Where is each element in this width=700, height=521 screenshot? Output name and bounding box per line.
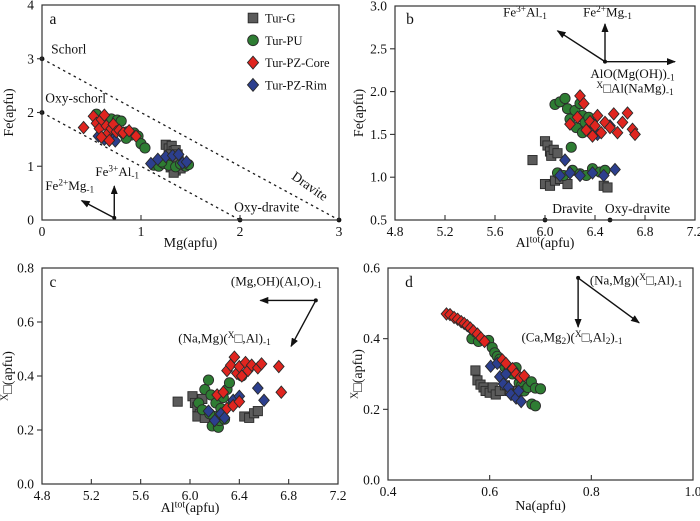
panel-a-axes: 0 1 2 3 0 1 2 3 4 <box>27 0 342 239</box>
panel-c-y-axis-label: X□(apfu) <box>0 351 16 401</box>
annotation-label: Fe3+Al-1 <box>503 4 547 22</box>
annotation-label: X□Al(NaMg)-1 <box>596 80 674 98</box>
svg-text:1: 1 <box>138 224 145 239</box>
panel-b-annotations: Fe3+Al-1 Fe2+Mg-1 AlO(Mg(OH))-1X□Al(NaMg)-… <box>503 4 675 216</box>
panel-b-exchange-vector-arrows <box>556 22 676 66</box>
svg-text:5.6: 5.6 <box>487 224 504 239</box>
svg-text:0.6: 0.6 <box>363 261 380 276</box>
svg-text:0.0: 0.0 <box>17 477 34 492</box>
annotation-label: Dravite <box>552 201 592 216</box>
panel-a-points-tur-pz-core <box>77 108 142 148</box>
svg-text:0: 0 <box>27 213 34 228</box>
annotation-label: Oxy-dravite <box>605 201 670 216</box>
svg-text:1: 1 <box>27 159 34 174</box>
legend: Tur-G Tur-PU Tur-PZ-Core Tur-PZ-Rim <box>246 12 330 92</box>
panel-a-annotations: SchorlOxy-schorlDraviteOxy-draviteFe3+Al… <box>45 41 331 214</box>
panel-d-axes: 0.4 0.6 0.8 1.0 0.0 0.2 0.4 0.6 <box>363 261 700 500</box>
svg-text:2: 2 <box>237 224 244 239</box>
svg-text:0.4: 0.4 <box>380 484 397 499</box>
svg-text:2.5: 2.5 <box>370 41 387 56</box>
panel-c-xvacancy-vs-altot-scatter: (Mg,OH)(Al,O)-1 (Na,Mg)(X□,Al)-1 4.8 5.2 5.6… <box>0 261 346 517</box>
annotation-label: Schorl <box>51 41 86 56</box>
svg-text:7.2: 7.2 <box>687 224 700 239</box>
svg-text:4.8: 4.8 <box>34 488 51 503</box>
svg-text:0.6: 0.6 <box>481 484 498 499</box>
panel-c-annotations: (Mg,OH)(Al,O)-1 (Na,Mg)(X□,Al)-1 <box>178 274 322 348</box>
svg-text:2: 2 <box>27 105 34 120</box>
panel-d-points-tur-pz-rim <box>484 356 528 409</box>
panel-d-annotations: (Na,Mg)(X□,Al)-1 (Ca,Mg2)(X□,Al2)-1 <box>521 273 682 347</box>
annotation-label: Fe2+Mg-1 <box>583 4 632 22</box>
svg-text:3: 3 <box>27 51 34 66</box>
annotation-label: (Na,Mg)(X□,Al)-1 <box>590 273 683 291</box>
panel-b-points-tur-pz-core <box>564 89 641 143</box>
svg-text:0.5: 0.5 <box>370 213 387 228</box>
panel-d-y-axis-label: X□(apfu) <box>350 349 366 399</box>
annotation-label: Fe3+Al-1 <box>95 164 139 182</box>
svg-text:6.0: 6.0 <box>182 488 199 503</box>
legend-label-tur-pz-core: Tur-PZ-Core <box>265 56 330 70</box>
panel-d-letter: d <box>405 274 413 291</box>
legend-label-tur-pz-rim: Tur-PZ-Rim <box>265 78 327 92</box>
svg-text:5.2: 5.2 <box>437 224 454 239</box>
panel-b-axes: 4.8 5.2 5.6 6.0 6.4 6.8 7.2 0.5 1.0 1.5 2.0 2.5 3.0 <box>370 0 700 239</box>
svg-text:1.0: 1.0 <box>370 170 387 185</box>
panel-a-x-axis-label: Mg(apfu) <box>164 236 218 251</box>
panel-a-y-axis-label: Fe(apfu) <box>2 88 17 137</box>
annotation-label: (Ca,Mg2)(X□,Al2)-1 <box>521 329 622 347</box>
annotation-label: Oxy-dravite <box>234 199 299 214</box>
panel-c-points-tur-pz-core <box>211 350 288 416</box>
panel-a-reference-lines <box>39 56 342 223</box>
panel-b-letter: b <box>406 11 414 28</box>
annotation-label: (Na,Mg)(X□,Al)-1 <box>178 330 271 348</box>
svg-text:6.4: 6.4 <box>587 224 604 239</box>
panel-d-points-tur-pz-core <box>440 307 531 385</box>
svg-text:0.8: 0.8 <box>583 484 600 499</box>
panel-d-x-axis-label: Na(apfu) <box>515 499 566 514</box>
svg-text:5.2: 5.2 <box>83 488 100 503</box>
svg-text:0.2: 0.2 <box>363 402 380 417</box>
svg-text:1.0: 1.0 <box>685 484 700 499</box>
svg-text:3.0: 3.0 <box>370 0 387 14</box>
panel-c-exchange-vector-arrows <box>259 296 318 348</box>
panel-a-letter: a <box>50 11 57 28</box>
panel-a-fe-vs-mg-scatter: SchorlOxy-schorlDraviteOxy-draviteFe3+Al… <box>2 0 343 251</box>
panel-b-fe-vs-altot-scatter: Fe3+Al-1 Fe2+Mg-1 AlO(Mg(OH))-1X□Al(NaMg)-… <box>352 0 700 252</box>
svg-text:6.8: 6.8 <box>280 488 297 503</box>
svg-text:3: 3 <box>336 224 343 239</box>
svg-text:4.8: 4.8 <box>387 224 404 239</box>
panel-d-xvacancy-vs-na-scatter: (Na,Mg)(X□,Al)-1 (Ca,Mg2)(X□,Al2)-1 0.4 0.6… <box>350 261 700 515</box>
annotation-label: AlO(Mg(OH))-1 <box>590 66 675 84</box>
svg-text:7.2: 7.2 <box>330 488 347 503</box>
svg-text:4: 4 <box>27 0 34 13</box>
svg-text:0.2: 0.2 <box>17 423 34 438</box>
panel-a-exchange-vector-arrows <box>80 185 118 220</box>
svg-text:0.4: 0.4 <box>17 369 34 384</box>
svg-text:6.0: 6.0 <box>537 224 554 239</box>
annotation-label: Fe2+Mg-1 <box>45 178 94 196</box>
panel-c-x-axis-label: Altot(apfu) <box>161 500 220 517</box>
panel-d-plot-border <box>387 267 694 481</box>
svg-text:5.6: 5.6 <box>132 488 149 503</box>
svg-text:0.4: 0.4 <box>363 331 380 346</box>
svg-text:2.0: 2.0 <box>370 84 387 99</box>
svg-text:1.5: 1.5 <box>370 127 387 142</box>
annotation-label: (Mg,OH)(Al,O)-1 <box>231 274 322 292</box>
svg-text:0.8: 0.8 <box>17 261 34 276</box>
svg-text:6.8: 6.8 <box>637 224 654 239</box>
panel-d-exchange-vector-arrows <box>574 275 640 329</box>
svg-text:0.0: 0.0 <box>363 473 380 488</box>
panel-b-x-axis-label: Altot(apfu) <box>516 235 575 252</box>
legend-label-tur-g: Tur-G <box>265 12 296 26</box>
panel-c-axes: 4.8 5.2 5.6 6.0 6.4 6.8 7.2 0.0 0.2 0.4 0.6 0.8 <box>17 261 346 504</box>
annotation-label: Oxy-schorl <box>45 90 106 105</box>
legend-label-tur-pu: Tur-PU <box>265 34 303 48</box>
svg-text:0.6: 0.6 <box>17 315 34 330</box>
svg-text:0: 0 <box>39 224 46 239</box>
panel-c-letter: c <box>50 274 57 291</box>
panel-b-y-axis-label: Fe(apfu) <box>352 89 367 138</box>
svg-text:6.4: 6.4 <box>231 488 248 503</box>
